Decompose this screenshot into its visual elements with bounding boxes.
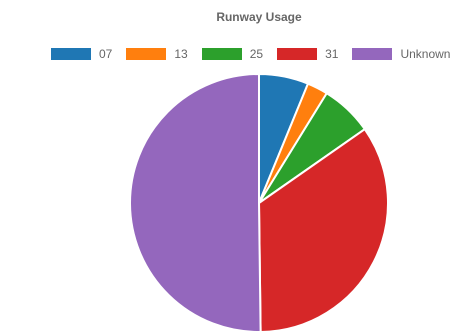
chart-title: Runway Usage	[216, 10, 302, 24]
legend-swatch	[277, 48, 318, 60]
pie-slice[interactable]	[129, 72, 262, 333]
legend-swatch	[126, 48, 167, 60]
legend-swatch	[201, 48, 242, 60]
legend-label: 25	[249, 47, 264, 61]
legend-swatch	[51, 48, 91, 60]
legend-label: Unknown	[400, 47, 451, 61]
legend-item[interactable]: 25	[201, 47, 264, 61]
pie-slice[interactable]	[257, 127, 389, 334]
legend-label: 31	[325, 47, 339, 61]
legend-item[interactable]: 07	[51, 47, 112, 61]
legend-item[interactable]: 31	[277, 47, 338, 61]
legend-label: 13	[174, 47, 188, 61]
legend-item[interactable]: Unknown	[352, 47, 450, 61]
legend-label: 07	[99, 47, 113, 61]
chart-legend: 07 13 25 31 Unknown	[51, 45, 464, 63]
legend-swatch	[352, 48, 393, 60]
legend-item[interactable]: 13	[126, 47, 188, 61]
